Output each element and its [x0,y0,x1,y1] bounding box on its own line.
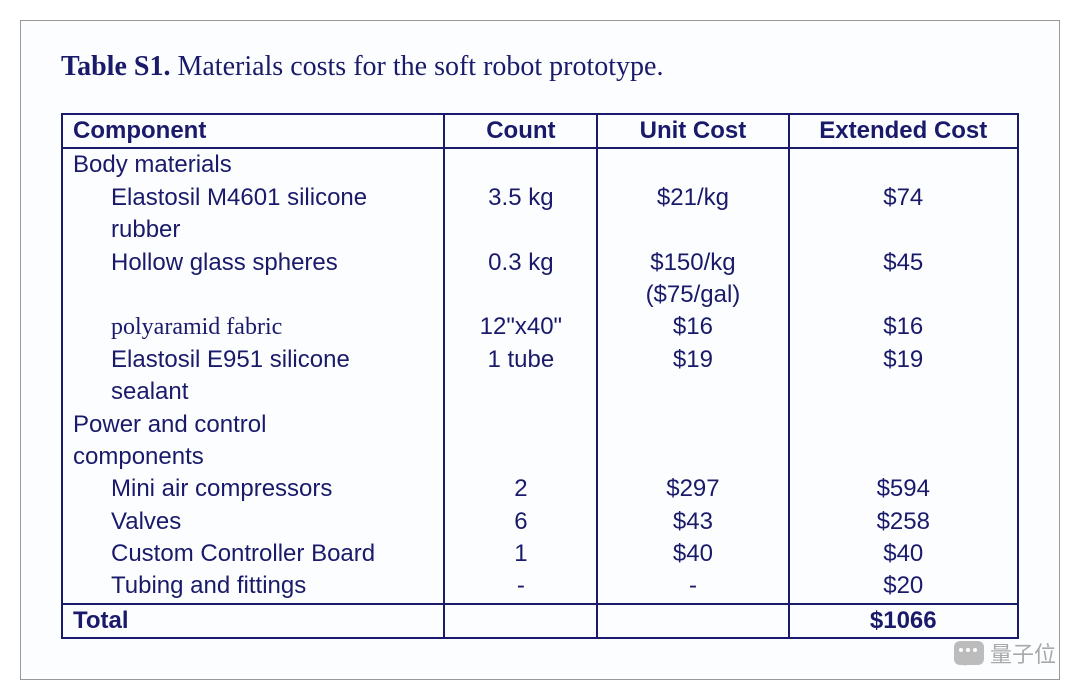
table-row: Custom Controller Board 1 $40 $40 [62,538,1018,570]
item-name: Hollow glass spheres [62,247,444,279]
table-row-cont: sealant [62,376,1018,408]
table-row-cont: ($75/gal) [62,279,1018,311]
item-unit-cost: $16 [597,311,788,343]
item-name: Tubing and fittings [62,570,444,603]
item-ext-cost: $594 [789,473,1018,505]
table-row: polyaramid fabric 12"x40" $16 $16 [62,311,1018,343]
table-row: Hollow glass spheres 0.3 kg $150/kg $45 [62,247,1018,279]
caption-text: Materials costs for the soft robot proto… [177,51,663,82]
col-header-component: Component [62,114,444,148]
watermark-text: 量子位 [990,637,1056,669]
item-name: Valves [62,506,444,538]
item-name: Elastosil M4601 silicone [62,182,444,214]
section-heading-row: Body materials [62,148,1018,181]
item-ext-cost: $16 [789,311,1018,343]
item-name: polyaramid fabric [62,311,444,343]
item-count: - [444,570,597,603]
item-name-cont: sealant [62,376,444,408]
item-unit-cost: - [597,570,788,603]
item-ext-cost: $45 [789,247,1018,279]
table-row-cont: rubber [62,214,1018,246]
col-header-unit-cost: Unit Cost [597,114,788,148]
table-row: Mini air compressors 2 $297 $594 [62,473,1018,505]
item-name: Elastosil E951 silicone [62,344,444,376]
chat-bubble-icon [954,641,984,665]
total-value: $1066 [789,604,1018,638]
watermark: 量子位 [954,637,1056,669]
item-ext-cost: $19 [789,344,1018,376]
table-caption: Table S1. Materials costs for the soft r… [61,51,1019,83]
item-count: 3.5 kg [444,182,597,214]
item-unit-cost: $43 [597,506,788,538]
item-count: 1 [444,538,597,570]
materials-cost-table: Component Count Unit Cost Extended Cost … [61,113,1019,639]
col-header-count: Count [444,114,597,148]
col-header-extended-cost: Extended Cost [789,114,1018,148]
item-unit-cost: $19 [597,344,788,376]
item-count: 6 [444,506,597,538]
page-container: Table S1. Materials costs for the soft r… [20,20,1060,680]
table-row: Tubing and fittings - - $20 [62,570,1018,603]
item-unit-cost: $40 [597,538,788,570]
section-heading: Body materials [62,148,444,181]
item-unit-cost: $297 [597,473,788,505]
table-row: Elastosil E951 silicone 1 tube $19 $19 [62,344,1018,376]
item-count: 0.3 kg [444,247,597,279]
item-unit-cost: $150/kg [597,247,788,279]
table-header-row: Component Count Unit Cost Extended Cost [62,114,1018,148]
caption-label: Table S1. [61,51,170,82]
item-name-cont: rubber [62,214,444,246]
total-row: Total $1066 [62,604,1018,638]
table-row: Elastosil M4601 silicone 3.5 kg $21/kg $… [62,182,1018,214]
item-count: 1 tube [444,344,597,376]
item-name: Custom Controller Board [62,538,444,570]
item-count: 12"x40" [444,311,597,343]
item-ext-cost: $40 [789,538,1018,570]
item-ext-cost: $258 [789,506,1018,538]
item-count: 2 [444,473,597,505]
table-row: Valves 6 $43 $258 [62,506,1018,538]
item-ext-cost: $20 [789,570,1018,603]
item-name: Mini air compressors [62,473,444,505]
item-ext-cost: $74 [789,182,1018,214]
item-unit-cost: $21/kg [597,182,788,214]
section-heading: Power and control [62,409,444,441]
section-heading-cont: components [62,441,444,473]
total-label: Total [62,604,444,638]
section-heading-row: Power and control [62,409,1018,441]
item-unit-cost-cont: ($75/gal) [597,279,788,311]
section-heading-row-cont: components [62,441,1018,473]
